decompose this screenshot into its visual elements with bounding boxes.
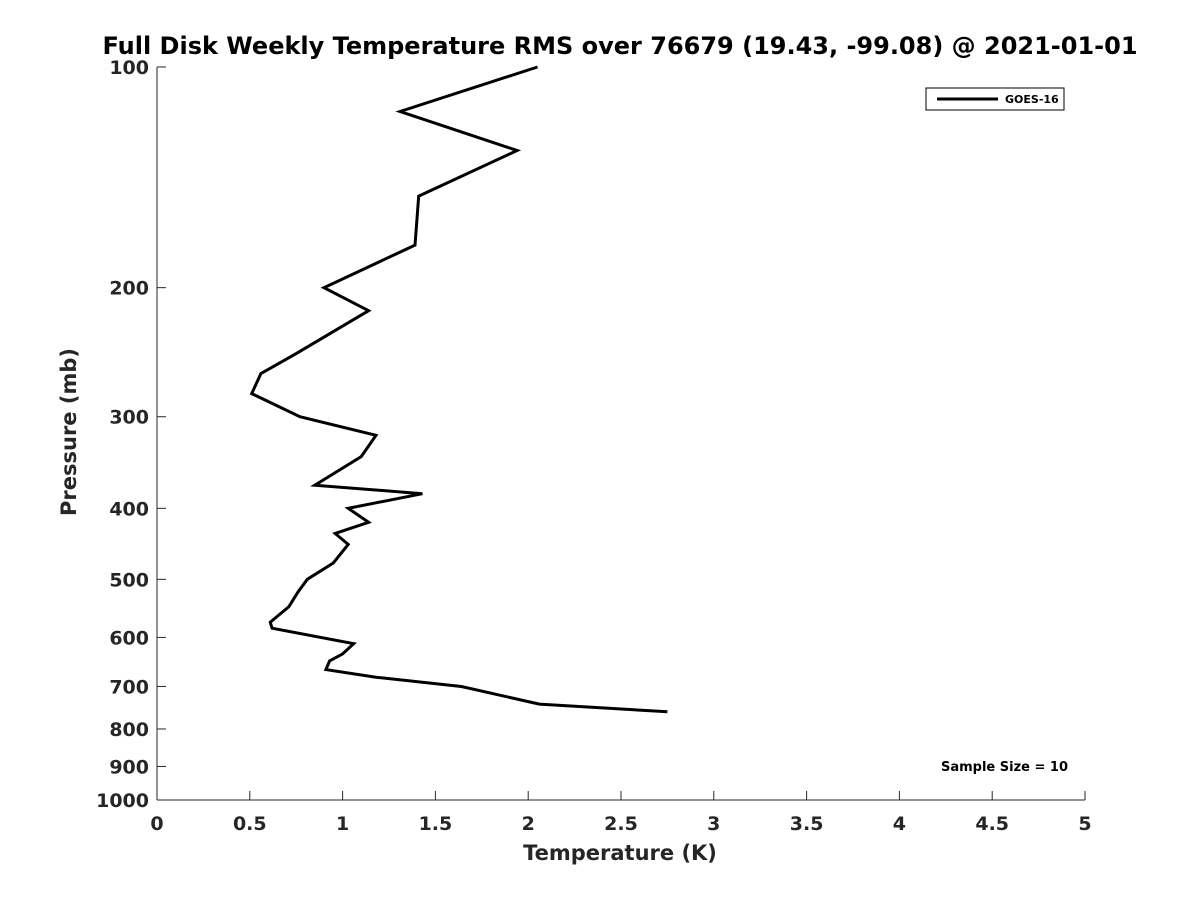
x-axis-label: Temperature (K) bbox=[523, 841, 717, 865]
y-tick-label: 600 bbox=[109, 627, 149, 649]
sample-size-annotation: Sample Size = 10 bbox=[941, 760, 1068, 775]
x-tick-label: 1 bbox=[336, 813, 349, 835]
x-tick-label: 0 bbox=[150, 813, 163, 835]
y-tick-label: 500 bbox=[109, 569, 149, 591]
x-tick-label: 1.5 bbox=[419, 813, 453, 835]
x-tick-label: 2 bbox=[522, 813, 535, 835]
legend-label: GOES-16 bbox=[1005, 93, 1059, 106]
x-tick-label: 3 bbox=[707, 813, 720, 835]
x-tick-label: 4.5 bbox=[975, 813, 1009, 835]
y-tick-label: 200 bbox=[109, 278, 149, 300]
series-layer bbox=[249, 65, 668, 714]
y-tick-label: 1000 bbox=[96, 790, 149, 812]
series-line-goes-16 bbox=[249, 65, 668, 714]
x-tick-label: 4 bbox=[893, 813, 906, 835]
y-tick-label: 400 bbox=[109, 498, 149, 520]
y-tick-label: 300 bbox=[109, 407, 149, 429]
x-tick-label: 3.5 bbox=[790, 813, 824, 835]
x-tick-label: 0.5 bbox=[233, 813, 267, 835]
y-tick-label: 900 bbox=[109, 756, 149, 778]
legend: GOES-16 bbox=[925, 87, 1065, 111]
y-tick-label: 700 bbox=[109, 676, 149, 698]
x-tick-label: 2.5 bbox=[604, 813, 638, 835]
y-axis-label: Pressure (mb) bbox=[57, 348, 81, 516]
axes: 0 0.5 1 1.5 2 2.5 3 3.5 4 4.5 5 100 200 300 400 500 600 7… bbox=[96, 57, 1092, 835]
y-tick-label: 100 bbox=[109, 57, 149, 79]
y-tick-label: 800 bbox=[109, 719, 149, 741]
chart-title: Full Disk Weekly Temperature RMS over 76… bbox=[102, 32, 1137, 60]
x-tick-label: 5 bbox=[1078, 813, 1091, 835]
